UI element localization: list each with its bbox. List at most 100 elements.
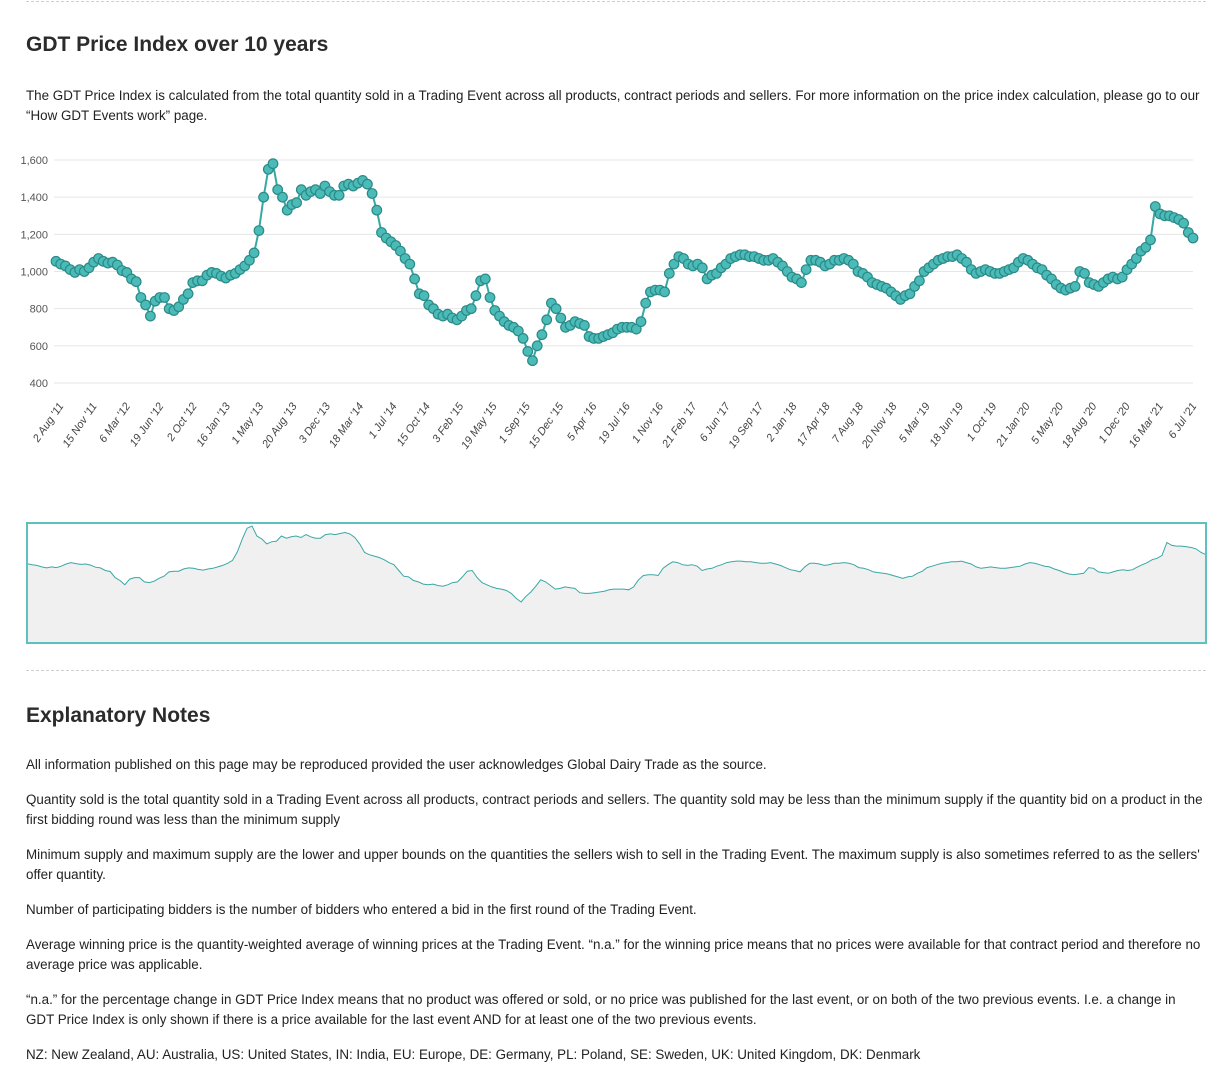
data-point[interactable] — [465, 303, 477, 315]
data-point[interactable] — [640, 297, 652, 309]
x-tick-label: 19 Jul '16 — [596, 400, 633, 446]
data-point[interactable] — [159, 292, 170, 303]
y-axis: 400 600 800 1,000 1,200 1,400 1,600 — [20, 155, 48, 390]
x-tick-label: 18 Jun '19 — [927, 401, 966, 449]
data-point[interactable] — [635, 316, 647, 328]
data-point[interactable] — [140, 299, 152, 311]
series-markers[interactable] — [50, 158, 1199, 367]
top-divider — [26, 1, 1206, 2]
x-tick-label: 17 Apr '18 — [795, 400, 834, 448]
x-tick-label: 5 May '20 — [1029, 400, 1066, 446]
x-tick-label: 16 Mar '21 — [1127, 401, 1166, 450]
data-point[interactable] — [291, 197, 303, 209]
data-point[interactable] — [527, 355, 538, 367]
navigator-chart[interactable] — [26, 522, 1207, 644]
data-point[interactable] — [517, 332, 529, 344]
x-tick-label: 15 Oct '14 — [395, 401, 433, 449]
y-tick-label: 600 — [30, 341, 48, 353]
x-tick-label: 7 Aug '18 — [830, 400, 867, 445]
x-tick-label: 1 Nov '16 — [630, 400, 667, 445]
data-point[interactable] — [371, 204, 383, 216]
data-point[interactable] — [1187, 232, 1199, 244]
data-point[interactable] — [696, 262, 708, 274]
data-point[interactable] — [248, 247, 260, 259]
data-point[interactable] — [272, 184, 284, 196]
navigator-range-selector[interactable] — [26, 522, 1207, 644]
data-point[interactable] — [470, 290, 482, 302]
data-point[interactable] — [253, 225, 265, 236]
data-point[interactable] — [418, 290, 430, 302]
x-tick-label: 21 Jan '20 — [994, 400, 1034, 450]
data-point[interactable] — [333, 189, 345, 201]
data-point[interactable] — [668, 258, 680, 270]
chart-grid — [54, 159, 1193, 384]
data-point[interactable] — [961, 256, 972, 268]
data-point[interactable] — [404, 258, 416, 270]
x-tick-label: 3 Dec '13 — [297, 400, 334, 445]
x-tick-label: 18 Mar '14 — [327, 401, 366, 450]
data-point[interactable] — [484, 292, 496, 303]
data-point[interactable] — [182, 288, 194, 300]
data-point[interactable] — [914, 275, 925, 287]
y-tick-label: 1,200 — [20, 229, 48, 241]
note-paragraph: NZ: New Zealand, AU: Australia, US: Unit… — [26, 1047, 921, 1062]
x-tick-label: 1 Oct '19 — [965, 401, 1000, 444]
data-point[interactable] — [1145, 234, 1156, 246]
data-point[interactable] — [130, 276, 142, 288]
data-point[interactable] — [277, 191, 288, 203]
x-tick-label: 16 Jan '13 — [194, 400, 233, 449]
data-point[interactable] — [663, 267, 675, 279]
data-point[interactable] — [512, 325, 524, 337]
data-point[interactable] — [267, 158, 279, 170]
page-title: GDT Price Index over 10 years — [26, 33, 329, 56]
x-tick-label: 19 Jun '12 — [128, 401, 167, 449]
data-point[interactable] — [479, 273, 491, 285]
data-point[interactable] — [1079, 267, 1090, 279]
y-tick-label: 800 — [30, 304, 48, 316]
explanatory-notes: All information published on this page m… — [26, 755, 1206, 1080]
notes-title: Explanatory Notes — [26, 704, 211, 727]
price-index-chart[interactable]: 400 600 800 1,000 1,200 1,400 1,600 2 Aug '11 1… — [0, 140, 1227, 480]
intro-text: The GDT Price Index is calculated from t… — [26, 88, 1200, 123]
data-point[interactable] — [800, 264, 812, 276]
x-tick-label: 1 Jul '14 — [367, 401, 400, 441]
data-point[interactable] — [536, 329, 548, 341]
note-paragraph: Average winning price is the quantity-we… — [26, 937, 1201, 972]
data-point[interactable] — [362, 178, 373, 190]
x-tick-label: 5 Mar '19 — [897, 401, 933, 445]
data-point[interactable] — [541, 314, 553, 326]
note-paragraph: Number of participating bidders is the n… — [26, 902, 697, 917]
x-tick-label: 6 Mar '12 — [97, 401, 133, 445]
x-tick-label: 3 Feb '15 — [430, 400, 466, 445]
x-tick-label: 2 Aug '11 — [30, 401, 66, 445]
x-tick-label: 2 Jan '18 — [764, 400, 800, 445]
data-point[interactable] — [579, 319, 590, 331]
data-point[interactable] — [1178, 217, 1189, 229]
y-tick-label: 1,600 — [20, 155, 48, 167]
data-point[interactable] — [555, 312, 567, 324]
navigator-line — [26, 525, 1207, 603]
data-point[interactable] — [550, 303, 562, 315]
data-point[interactable] — [366, 188, 378, 199]
x-tick-label: 2 Oct '12 — [164, 401, 199, 444]
y-tick-label: 1,000 — [20, 267, 48, 279]
y-tick-label: 1,400 — [20, 192, 48, 204]
section-divider — [26, 670, 1206, 671]
data-point[interactable] — [409, 273, 421, 285]
note-paragraph: Minimum supply and maximum supply are th… — [26, 847, 1200, 882]
note-paragraph: “n.a.” for the percentage change in GDT … — [26, 992, 1176, 1027]
data-point[interactable] — [522, 345, 534, 357]
x-tick-label: 1 May '13 — [229, 400, 266, 446]
data-point[interactable] — [144, 310, 156, 322]
x-tick-label: 6 Jun '17 — [698, 400, 734, 444]
data-point[interactable] — [258, 191, 270, 203]
navigator-area — [27, 526, 1206, 642]
data-point[interactable] — [659, 286, 670, 298]
data-point[interactable] — [1069, 280, 1081, 292]
note-paragraph: Quantity sold is the total quantity sold… — [26, 792, 1203, 827]
data-point[interactable] — [1116, 271, 1128, 283]
data-point[interactable] — [796, 277, 807, 289]
x-tick-label: 5 Apr '16 — [565, 400, 600, 443]
y-tick-label: 400 — [30, 378, 48, 390]
data-point[interactable] — [531, 340, 543, 352]
